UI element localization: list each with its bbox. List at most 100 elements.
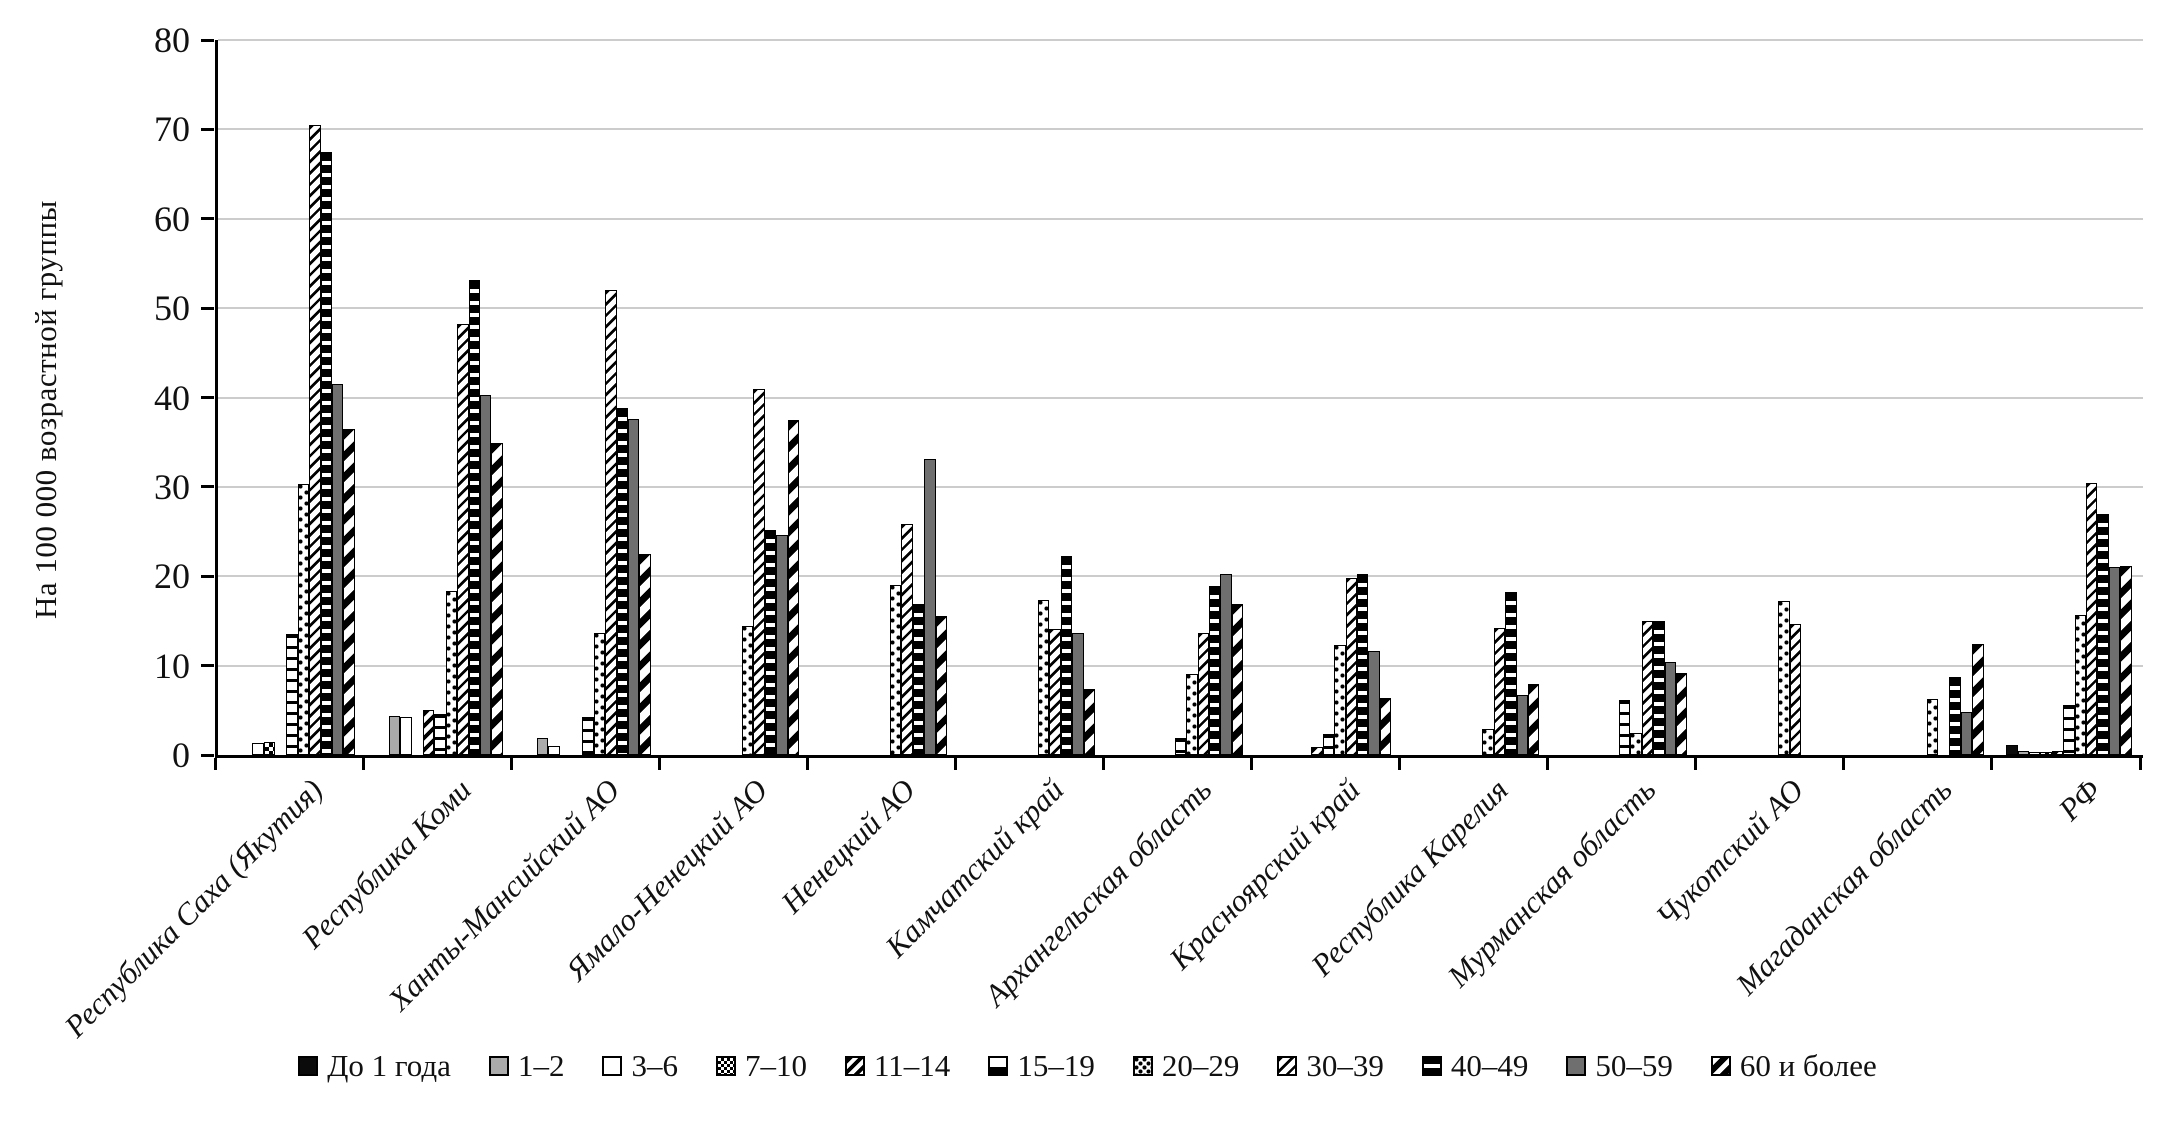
bar-slot	[1619, 700, 1631, 755]
bar	[605, 290, 617, 755]
bar	[1060, 555, 1073, 755]
bar	[2040, 752, 2052, 755]
y-tick-label-20: 20	[154, 556, 190, 597]
bar	[1357, 573, 1369, 755]
bar-slot	[468, 279, 480, 755]
bar-slot	[582, 716, 594, 755]
bar	[548, 746, 560, 755]
bar	[1072, 632, 1084, 755]
legend: До 1 года 1–2 3–6 7–10 11–14 15–19 20–29 30–39 4…	[0, 1048, 2175, 1084]
bar-slot	[890, 585, 902, 755]
bar	[1516, 695, 1528, 755]
legend-item: 7–10	[715, 1048, 807, 1084]
bar	[593, 633, 606, 755]
legend-marker-icon	[715, 1056, 736, 1076]
y-tick-mark-40	[201, 396, 214, 399]
bar-slot	[2108, 567, 2121, 755]
bar	[1664, 662, 1676, 755]
bar-slot	[1972, 644, 1984, 755]
bar	[1505, 592, 1517, 755]
x-tick-mark	[1694, 758, 1698, 770]
bar	[536, 738, 549, 755]
x-tick-mark	[1546, 758, 1550, 770]
x-tick-mark	[1990, 758, 1994, 770]
bar	[1311, 746, 1323, 755]
bar-slot	[263, 741, 275, 755]
bar	[1960, 712, 1973, 755]
y-tick-label-30: 30	[154, 466, 190, 507]
bar-group	[218, 40, 366, 755]
bar	[343, 428, 355, 755]
bar-slot	[309, 124, 321, 755]
x-tick-mark	[1101, 758, 1105, 770]
legend-marker-icon	[1710, 1056, 1731, 1076]
bar	[423, 710, 435, 755]
x-axis-label: Ненецкий АО	[774, 772, 923, 920]
bar	[2120, 566, 2132, 755]
bar	[1345, 578, 1358, 755]
bar	[776, 535, 788, 755]
bar	[901, 523, 913, 755]
bar-slot	[1311, 746, 1323, 755]
bar-slot	[1368, 651, 1380, 755]
bar-slot	[536, 738, 549, 755]
bar-slot	[2040, 752, 2052, 755]
x-tick-mark	[1398, 758, 1402, 770]
bar	[2108, 567, 2121, 755]
bar	[2051, 751, 2064, 755]
bar-slot	[1038, 599, 1050, 755]
legend-marker-icon	[298, 1056, 319, 1076]
legend-marker-icon	[488, 1056, 509, 1076]
legend-item: 20–29	[1132, 1048, 1239, 1084]
bar-slot	[434, 713, 446, 755]
bar-slot	[1060, 555, 1073, 755]
bar	[1174, 738, 1187, 755]
bar	[297, 484, 310, 755]
legend-item: 30–39	[1277, 1048, 1384, 1084]
bar	[491, 443, 503, 755]
bar	[1231, 603, 1244, 755]
bar	[1653, 620, 1665, 755]
bar	[434, 713, 446, 755]
bar-slot	[479, 394, 492, 755]
bar	[764, 529, 777, 755]
bar-slot	[252, 742, 264, 755]
bar-slot	[457, 324, 469, 755]
bar	[2006, 745, 2018, 755]
bar-slot	[1630, 732, 1642, 755]
bar	[320, 151, 332, 755]
bar	[1482, 729, 1494, 755]
bar-slot	[331, 384, 344, 755]
bar-group	[1699, 40, 1847, 755]
y-tick-mark-0	[201, 753, 214, 757]
bar-slot	[776, 535, 788, 755]
y-tick-label-0: 0	[172, 735, 190, 775]
x-tick-mark	[657, 758, 661, 770]
legend-item: 40–49	[1421, 1048, 1528, 1084]
bar-group	[662, 40, 810, 755]
bar	[741, 626, 754, 755]
bar-slot	[1664, 662, 1676, 755]
y-tick-mark-10	[201, 664, 214, 668]
x-axis-label: Республика Саха (Якутия)	[57, 772, 330, 1044]
legend-item: 60 и более	[1710, 1048, 1877, 1084]
bar	[890, 585, 902, 755]
bar-slot	[491, 443, 503, 755]
bar	[616, 408, 629, 755]
bar	[468, 279, 480, 755]
bar-slot	[1197, 633, 1209, 755]
bar-group	[1551, 40, 1699, 755]
bar-slot	[2006, 745, 2018, 755]
bar	[1641, 620, 1654, 755]
y-tick-label-60: 60	[154, 198, 190, 239]
bar	[1379, 697, 1392, 755]
bar-slot	[1220, 574, 1232, 755]
legend-marker-icon	[602, 1056, 623, 1076]
bar	[1619, 700, 1631, 755]
y-tick-mark-70	[201, 127, 214, 131]
bar-slot	[1174, 738, 1187, 755]
bar	[639, 553, 651, 755]
legend-marker-icon	[1277, 1056, 1298, 1076]
bar	[935, 615, 947, 755]
